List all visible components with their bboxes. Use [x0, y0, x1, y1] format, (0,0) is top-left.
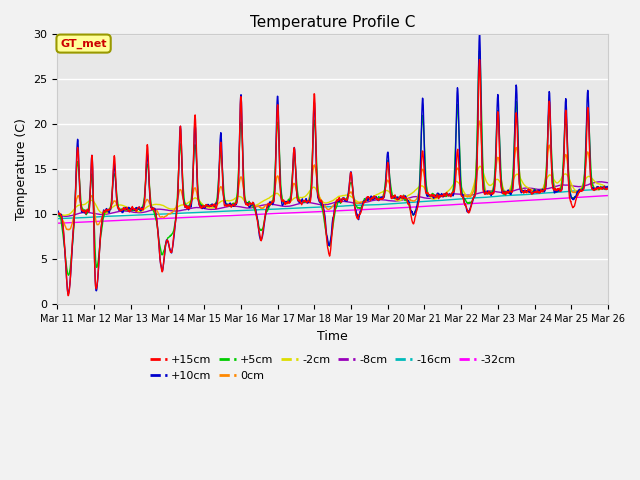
Y-axis label: Temperature (C): Temperature (C) [15, 118, 28, 220]
X-axis label: Time: Time [317, 330, 348, 343]
Legend: +15cm, +10cm, +5cm, 0cm, -2cm, -8cm, -16cm, -32cm: +15cm, +10cm, +5cm, 0cm, -2cm, -8cm, -16… [145, 351, 520, 385]
Title: Temperature Profile C: Temperature Profile C [250, 15, 415, 30]
Text: GT_met: GT_met [60, 38, 107, 48]
